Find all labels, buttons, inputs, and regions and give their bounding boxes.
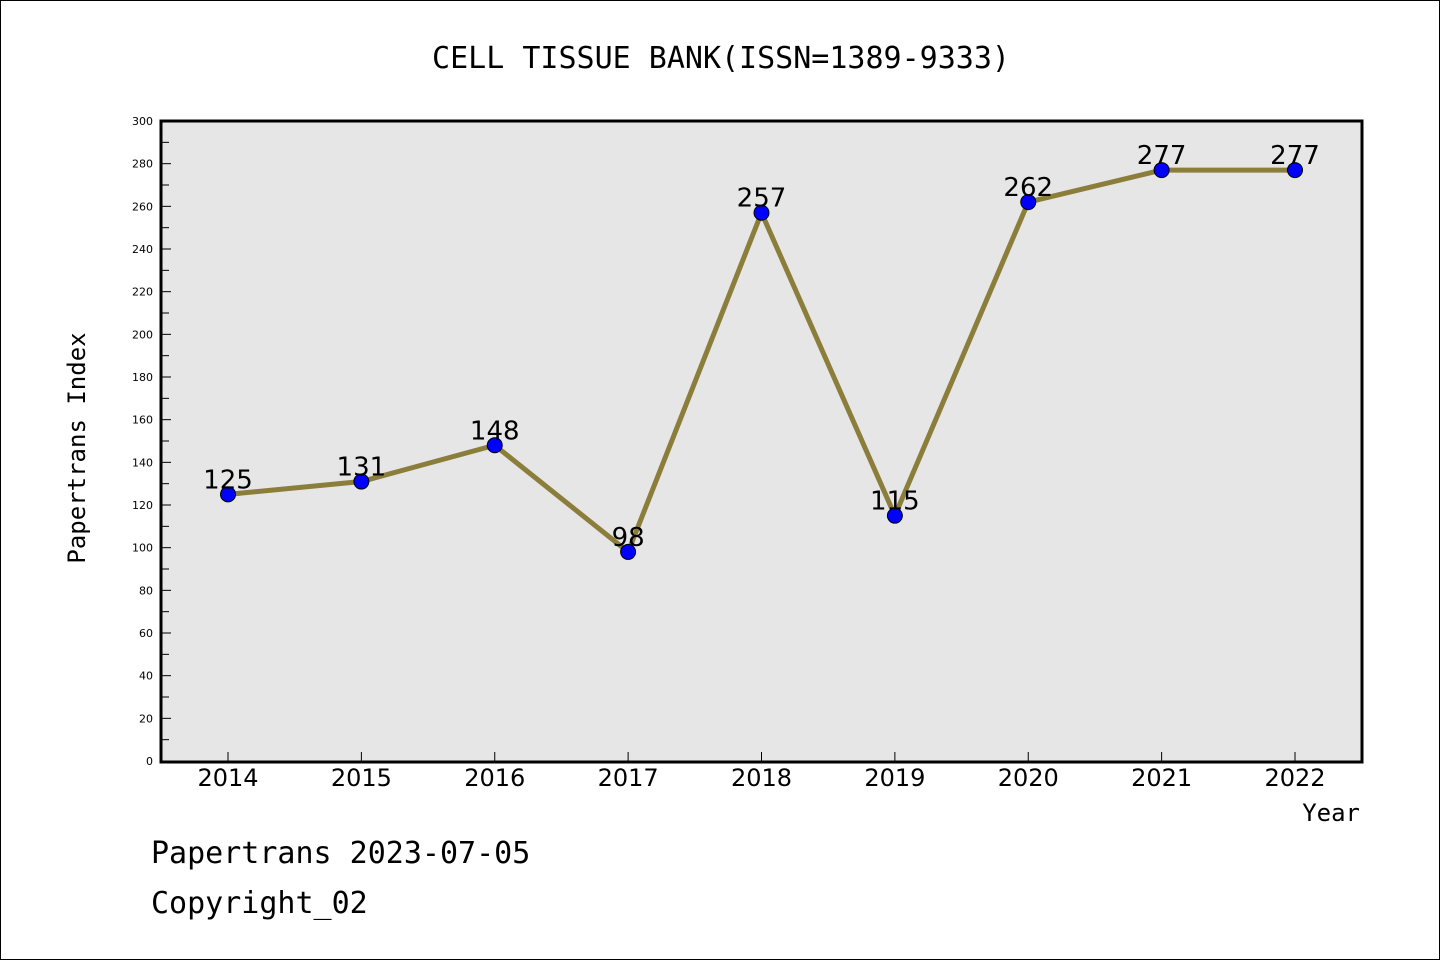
data-point (753, 204, 770, 221)
y-tick-label: 100 (132, 542, 153, 555)
data-labels-layer: 125 131 148 98 257 115 262 277 277 (203, 141, 1320, 553)
data-label: 277 (1137, 141, 1187, 171)
y-tick-label: 40 (139, 670, 153, 683)
x-tick-label: 2017 (598, 764, 659, 792)
y-tick-label: 200 (132, 328, 153, 341)
y-tick-label: 240 (132, 243, 153, 256)
x-tick-label: 2021 (1131, 764, 1192, 792)
y-tick-label: 280 (132, 158, 153, 171)
data-label: 148 (470, 416, 520, 446)
x-tick-label: 2016 (464, 764, 525, 792)
y-axis: 0 20 40 60 80 100 120 140 160 180 200 220 240 260 280 3… (132, 115, 171, 768)
plot-area (159, 119, 1364, 764)
x-axis: 2014 2015 2016 2017 2018 2019 2020 2021 2022 (197, 752, 1326, 792)
data-point (620, 543, 637, 560)
data-point (886, 507, 903, 524)
x-tick-label: 2019 (864, 764, 925, 792)
data-label: 262 (1003, 173, 1053, 203)
data-label: 131 (337, 453, 387, 483)
data-point (1287, 162, 1303, 179)
data-point (1020, 194, 1037, 211)
data-point (353, 473, 370, 490)
y-tick-label: 0 (146, 755, 153, 768)
data-label: 98 (612, 523, 645, 553)
data-label: 277 (1270, 141, 1320, 171)
data-label: 115 (870, 487, 920, 517)
footer-copyright: Copyright_02 (151, 886, 368, 921)
footer-date: Papertrans 2023-07-05 (151, 836, 531, 871)
data-point (220, 486, 236, 503)
data-label: 257 (737, 184, 787, 214)
y-tick-label: 20 (139, 712, 153, 725)
y-tick-label: 160 (132, 414, 153, 427)
x-axis-label: Year (1302, 799, 1360, 827)
data-label: 125 (203, 465, 253, 495)
y-tick-label: 60 (139, 627, 153, 640)
x-tick-label: 2022 (1264, 764, 1325, 792)
y-tick-label: 80 (139, 584, 153, 597)
y-tick-label: 260 (132, 200, 153, 213)
data-point (1153, 162, 1170, 179)
x-tick-label: 2014 (197, 764, 258, 792)
data-point (486, 437, 503, 454)
chart-title: CELL TISSUE BANK(ISSN=1389-9333) (432, 41, 1010, 76)
x-tick-label: 2018 (731, 764, 792, 792)
x-tick-label: 2015 (331, 764, 392, 792)
y-tick-label: 120 (132, 499, 153, 512)
y-tick-label: 180 (132, 371, 153, 384)
y-axis-label: Papertrans Index (63, 332, 91, 563)
x-tick-label: 2020 (998, 764, 1059, 792)
y-tick-label: 140 (132, 456, 153, 469)
y-tick-label: 300 (132, 115, 153, 128)
y-tick-label: 220 (132, 286, 153, 299)
series-layer (220, 162, 1303, 560)
